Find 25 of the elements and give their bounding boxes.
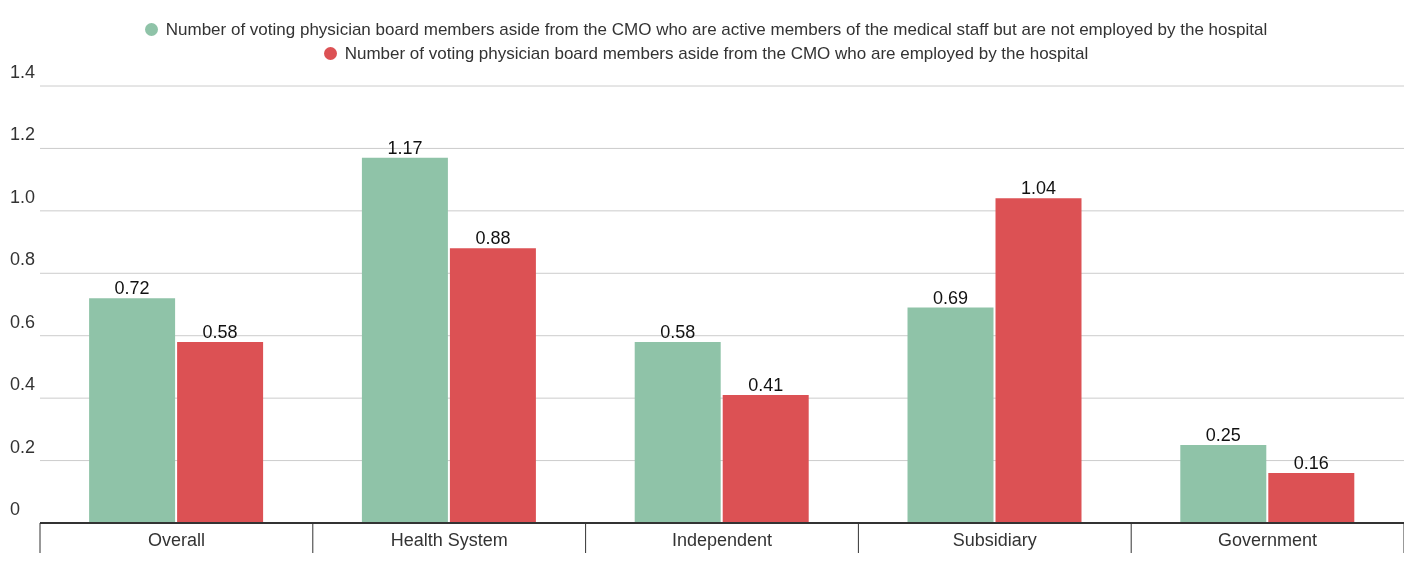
data-label: 1.04 (1020, 178, 1057, 199)
x-tick-label: Independent (671, 530, 773, 550)
data-label: 0.72 (114, 278, 150, 299)
x-tick-label: Health System (390, 530, 508, 550)
y-tick-label: 1.0 (10, 186, 36, 207)
x-tick-label: Subsidiary (952, 530, 1037, 550)
x-tick-label: Government (1218, 530, 1318, 550)
y-tick-label: 0 (10, 499, 21, 519)
data-label: 0.69 (932, 287, 969, 308)
data-label: 0.58 (202, 321, 238, 342)
data-label: 0.88 (475, 228, 511, 249)
y-tick-label: 1.2 (10, 124, 36, 145)
y-tick-label: 0.8 (10, 249, 36, 270)
y-tick-label: 0.2 (10, 436, 36, 457)
y-tick-label: 1.4 (10, 62, 36, 82)
x-tick-label: Overall (147, 530, 205, 550)
legend-label: Number of voting physician board members aside from the CMO who are employed by the hospital (344, 44, 1089, 63)
data-label: 0.58 (660, 321, 696, 342)
y-tick-label: 0.4 (10, 374, 36, 395)
y-tick-label: 0.6 (10, 311, 36, 332)
data-label: 1.17 (387, 137, 423, 158)
data-label: 0.25 (1205, 424, 1241, 445)
data-label: 0.16 (1293, 453, 1329, 474)
data-label: 0.41 (748, 375, 784, 396)
legend-label: Number of voting physician board members aside from the CMO who are active members of the medical staff but are not employed by the hospital (164, 19, 1269, 41)
